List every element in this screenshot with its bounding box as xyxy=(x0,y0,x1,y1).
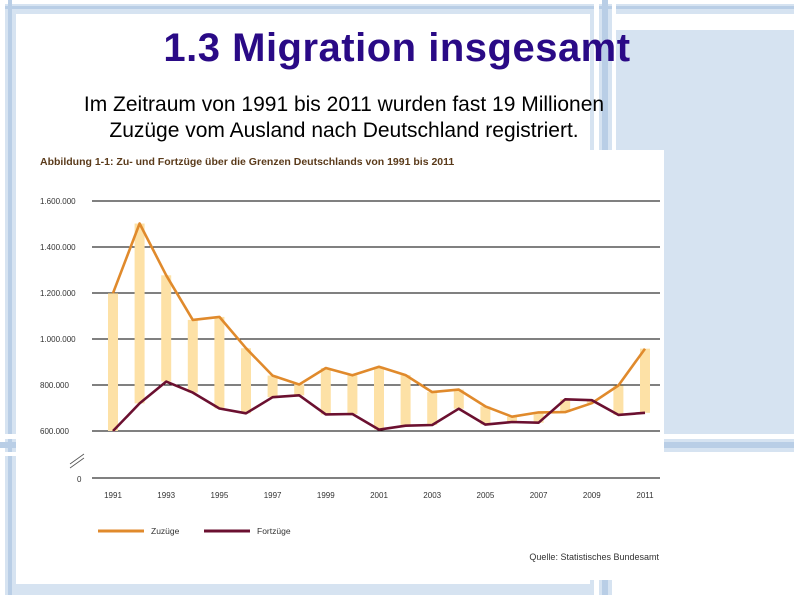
y-tick-label: 1.600.000 xyxy=(40,197,76,206)
x-tick-label: 2003 xyxy=(423,491,441,500)
y-tick-label: 600.000 xyxy=(40,427,69,436)
x-tick-label: 2001 xyxy=(370,491,388,500)
x-tick-label: 1995 xyxy=(211,491,229,500)
subtitle-line: Im Zeitraum von 1991 bis 2011 wurden fas… xyxy=(83,93,605,116)
difference-bar xyxy=(294,384,305,396)
series-line-zuzuege xyxy=(111,222,647,419)
difference-bar xyxy=(320,367,331,415)
frame-line xyxy=(0,0,5,595)
difference-bar xyxy=(640,348,650,413)
difference-bar xyxy=(161,275,172,382)
difference-bar xyxy=(267,375,278,398)
y-tick-label: 800.000 xyxy=(40,381,69,390)
axis-break-mark xyxy=(69,457,85,469)
difference-bar xyxy=(453,389,464,409)
difference-bar xyxy=(374,366,384,430)
slide-title: 1.3 Migration insgesamt xyxy=(163,26,631,70)
chart-source: Quelle: Statistisches Bundesamt xyxy=(529,552,659,562)
legend-label: Zuzüge xyxy=(151,526,180,536)
x-tick-label: 1999 xyxy=(317,491,335,500)
subtitle-line: Zuzüge vom Ausland nach Deutschland regi… xyxy=(109,119,579,142)
y-tick-label: 0 xyxy=(77,475,82,484)
difference-bar xyxy=(400,375,411,426)
chart-container: Abbildung 1-1: Zu- und Fortzüge über die… xyxy=(32,150,664,580)
y-tick-label: 1.400.000 xyxy=(40,243,76,252)
legend-label: Fortzüge xyxy=(257,526,291,536)
chart-title: Abbildung 1-1: Zu- und Fortzüge über die… xyxy=(40,156,454,168)
frame-line xyxy=(8,0,12,595)
x-tick-label: 1991 xyxy=(104,491,122,500)
x-tick-label: 2009 xyxy=(583,491,601,500)
y-tick-label: 1.200.000 xyxy=(40,289,76,298)
x-tick-label: 2007 xyxy=(530,491,548,500)
difference-bar xyxy=(427,392,438,426)
frame-line xyxy=(0,6,794,9)
slide-subtitle: Im Zeitraum von 1991 bis 2011 wurden fas… xyxy=(24,92,664,144)
difference-bar xyxy=(613,385,624,415)
difference-bar xyxy=(134,223,145,404)
difference-bar xyxy=(480,406,491,425)
difference-bar xyxy=(507,416,517,423)
x-tick-label: 2005 xyxy=(477,491,495,500)
migration-chart: Abbildung 1-1: Zu- und Fortzüge über die… xyxy=(40,156,660,562)
series-line-fortzuege xyxy=(112,380,646,432)
y-tick-label: 1.000.000 xyxy=(40,335,76,344)
x-tick-label: 1993 xyxy=(157,491,175,500)
x-tick-label: 2011 xyxy=(636,491,654,500)
difference-bar xyxy=(108,293,118,431)
difference-bar xyxy=(187,319,198,393)
frame-line xyxy=(616,14,794,30)
x-tick-label: 1997 xyxy=(264,491,282,500)
frame-line xyxy=(0,0,794,4)
difference-bar xyxy=(560,399,571,413)
difference-bar xyxy=(214,316,225,409)
difference-bar xyxy=(533,412,544,423)
axis-break-mark xyxy=(69,453,85,465)
difference-bar xyxy=(241,348,251,414)
difference-bar xyxy=(347,375,358,414)
